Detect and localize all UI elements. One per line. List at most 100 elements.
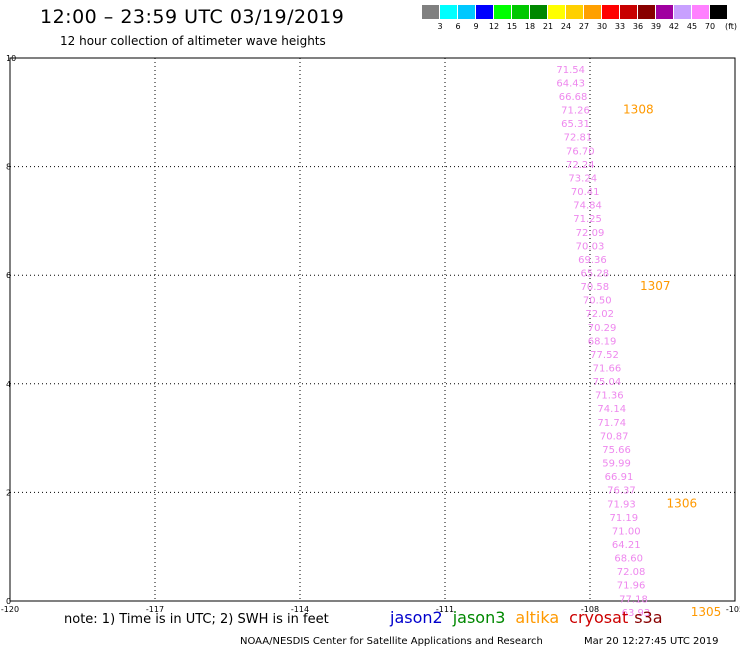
map-frame bbox=[9, 57, 736, 602]
latitude-tick-label: 6 bbox=[6, 271, 11, 280]
scale-swatch bbox=[548, 5, 565, 19]
scale-tick-label: 3 bbox=[437, 22, 443, 31]
scale-swatch bbox=[674, 5, 691, 19]
latitude-tick-label: 0 bbox=[6, 597, 11, 606]
wave-height-value: 71.36 bbox=[595, 391, 624, 402]
wave-height-value: 72.09 bbox=[576, 228, 605, 239]
wave-height-value: 77.18 bbox=[619, 594, 648, 605]
wave-height-value: 71.19 bbox=[610, 513, 639, 524]
wave-height-value: 77.52 bbox=[590, 350, 619, 361]
scale-swatch bbox=[620, 5, 637, 19]
scale-tick-label: 36 bbox=[632, 22, 644, 31]
pass-time-label: 1308 bbox=[623, 103, 654, 117]
scale-tick-label: 9 bbox=[473, 22, 479, 31]
wave-height-value: 71.25 bbox=[573, 214, 602, 225]
wave-height-value: 70.50 bbox=[583, 296, 612, 307]
pass-time-label: 1305 bbox=[691, 605, 722, 619]
wave-height-value: 65.31 bbox=[561, 119, 590, 130]
mission-jason3: jason3 bbox=[452, 608, 506, 627]
wave-height-value: 74.14 bbox=[597, 404, 626, 415]
pass-time-label: 1306 bbox=[667, 496, 698, 510]
wave-height-value: 68.60 bbox=[614, 554, 643, 565]
latitude-tick-label: 8 bbox=[6, 163, 11, 172]
wave-height-value: 73.24 bbox=[568, 173, 597, 184]
wave-height-value: 63.93 bbox=[622, 608, 651, 619]
scale-swatch bbox=[458, 5, 475, 19]
scale-swatch bbox=[656, 5, 673, 19]
scale-swatch bbox=[584, 5, 601, 19]
scale-swatch bbox=[638, 5, 655, 19]
wave-height-value: 70.58 bbox=[581, 282, 610, 293]
wave-height-value: 70.03 bbox=[576, 241, 605, 252]
pass-time-label: 1307 bbox=[640, 279, 671, 293]
wave-height-value: 66.91 bbox=[605, 472, 634, 483]
wave-height-value: 65.28 bbox=[581, 268, 610, 279]
scale-swatch bbox=[476, 5, 493, 19]
scale-tick-label: 27 bbox=[578, 22, 590, 31]
wave-height-value: 70.41 bbox=[571, 187, 600, 198]
scale-tick-label: 15 bbox=[506, 22, 518, 31]
mission-altika: altika bbox=[515, 608, 560, 627]
scale-tick-label: 21 bbox=[542, 22, 554, 31]
longitude-tick-label: -111 bbox=[436, 605, 454, 614]
scale-swatch bbox=[494, 5, 511, 19]
wave-height-value: 72.08 bbox=[617, 567, 646, 578]
wave-height-value: 76.37 bbox=[607, 486, 636, 497]
scale-tick-label: 24 bbox=[560, 22, 572, 31]
wave-height-value: 64.43 bbox=[556, 78, 585, 89]
wave-height-value: 59.99 bbox=[602, 459, 631, 470]
mission-cryosat: cryosat bbox=[569, 608, 629, 627]
latitude-tick-label: 10 bbox=[6, 54, 16, 63]
scale-swatch bbox=[566, 5, 583, 19]
wave-height-value: 72.81 bbox=[564, 133, 593, 144]
scale-unit-label: (ft) bbox=[724, 22, 738, 31]
wave-height-value: 74.84 bbox=[573, 201, 602, 212]
generation-timestamp: Mar 20 12:27:45 UTC 2019 bbox=[584, 636, 719, 647]
wave-height-value: 76.70 bbox=[566, 146, 595, 157]
wave-height-value: 66.68 bbox=[559, 92, 588, 103]
longitude-tick-label: -105 bbox=[726, 605, 740, 614]
scale-tick-label: 39 bbox=[650, 22, 662, 31]
note-text: note: 1) Time is in UTC; 2) SWH is in fe… bbox=[64, 612, 329, 627]
wave-height-value: 75.66 bbox=[602, 445, 631, 456]
wave-height-value: 69.36 bbox=[578, 255, 607, 266]
scale-swatch bbox=[530, 5, 547, 19]
wave-height-value: 64.21 bbox=[612, 540, 641, 551]
mission-s3a: s3a bbox=[634, 608, 663, 627]
wave-height-value: 70.29 bbox=[588, 323, 617, 334]
scale-tick-label: 42 bbox=[668, 22, 680, 31]
wave-height-value: 72.02 bbox=[585, 309, 614, 320]
latitude-tick-label: 4 bbox=[6, 380, 11, 389]
latitude-tick-label: 2 bbox=[6, 488, 11, 497]
scale-swatch bbox=[422, 5, 439, 19]
longitude-tick-label: -114 bbox=[291, 605, 309, 614]
scale-tick-label: 18 bbox=[524, 22, 536, 31]
scale-tick-label: 33 bbox=[614, 22, 626, 31]
scale-swatch bbox=[602, 5, 619, 19]
scale-tick-label: 45 bbox=[686, 22, 698, 31]
longitude-tick-label: -117 bbox=[146, 605, 164, 614]
wave-height-value: 72.24 bbox=[566, 160, 595, 171]
wave-height-value: 71.54 bbox=[556, 65, 585, 76]
mission-legend: jason2 jason3 altika cryosat s3a bbox=[390, 608, 673, 627]
scale-tick-label: 30 bbox=[596, 22, 608, 31]
wave-height-value: 70.87 bbox=[600, 431, 629, 442]
wave-height-value: 71.93 bbox=[607, 499, 636, 510]
scale-tick-label: 70 bbox=[704, 22, 716, 31]
scale-tick-label: 6 bbox=[455, 22, 461, 31]
scale-swatch bbox=[440, 5, 457, 19]
mission-jason2: jason2 bbox=[390, 608, 443, 627]
credit-text: NOAA/NESDIS Center for Satellite Applica… bbox=[240, 636, 543, 647]
map-title: 12:00 – 23:59 UTC 03/19/2019 bbox=[40, 6, 345, 28]
wave-height-value: 71.66 bbox=[593, 364, 622, 375]
scale-tick-label: 12 bbox=[488, 22, 500, 31]
longitude-tick-label: -120 bbox=[1, 605, 19, 614]
wave-height-value: 71.74 bbox=[597, 418, 626, 429]
wave-height-value: 68.19 bbox=[588, 336, 617, 347]
scale-swatch bbox=[692, 5, 709, 19]
map-subtitle: 12 hour collection of altimeter wave hei… bbox=[60, 34, 326, 48]
wave-height-value: 71.96 bbox=[617, 581, 646, 592]
wave-height-value: 71.26 bbox=[561, 106, 590, 117]
wave-height-value: 75.04 bbox=[593, 377, 622, 388]
